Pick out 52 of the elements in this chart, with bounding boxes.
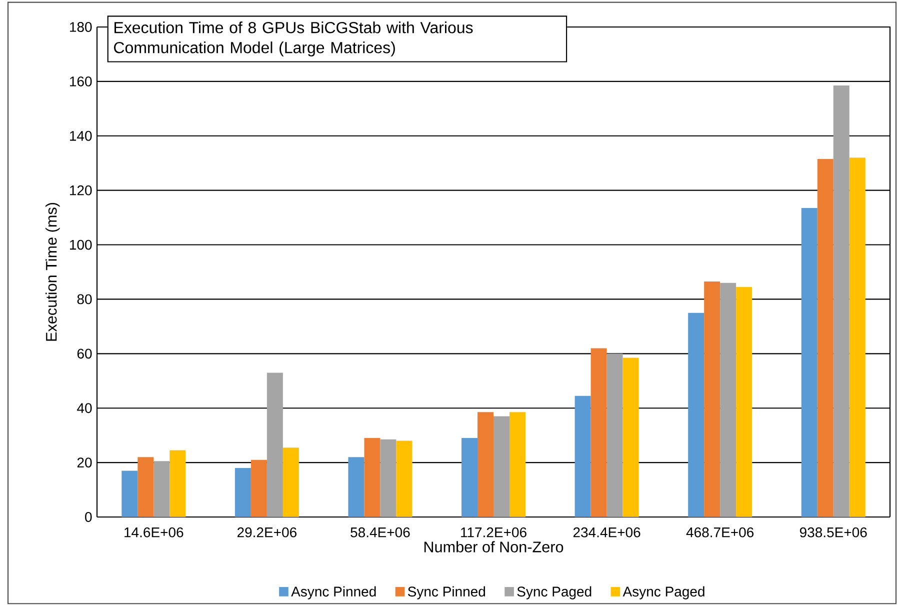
bar (720, 282, 736, 517)
y-tick-label: 0 (85, 512, 92, 522)
x-tick-label: 14.6E+06 (124, 527, 184, 538)
bar (510, 412, 526, 517)
bar (817, 159, 834, 517)
y-tick-label: 20 (77, 458, 92, 468)
bar (462, 438, 478, 517)
bar (590, 348, 607, 517)
x-axis-title: Number of Non-Zero (424, 541, 564, 552)
legend-label: Async Pinned (291, 586, 376, 600)
legend-label: Sync Paged (517, 586, 592, 600)
bar (250, 460, 267, 517)
y-tick-label: 80 (77, 294, 92, 304)
bar (494, 416, 510, 517)
x-tick-label: 938.5E+06 (800, 527, 867, 538)
bar (622, 358, 639, 517)
bar (606, 354, 623, 517)
x-tick-label: 58.4E+06 (350, 527, 410, 538)
y-axis-title: Execution Time (ms) (46, 202, 60, 341)
bar (574, 396, 591, 517)
y-tick-label: 100 (70, 240, 92, 250)
bar (478, 412, 494, 517)
x-tick-label: 29.2E+06 (237, 527, 296, 538)
bar (170, 450, 186, 517)
bar (138, 457, 154, 517)
bar (380, 439, 396, 517)
x-tick-label: 234.4E+06 (573, 527, 640, 538)
bar (364, 438, 380, 517)
y-tick-label: 120 (70, 185, 92, 196)
bar (736, 286, 752, 517)
legend-label: Async Paged (622, 586, 704, 600)
chart-title: Execution Time of 8 GPUs BiCGStab with Various Communication Model (Large Matrices) (114, 22, 473, 56)
y-tick-label: 160 (70, 76, 92, 86)
bar (801, 208, 818, 517)
bar (282, 448, 299, 517)
x-tick-label: 468.7E+06 (686, 527, 754, 538)
y-tick-label: 180 (70, 22, 92, 32)
bar (849, 158, 866, 517)
bar (266, 372, 283, 517)
bar (396, 440, 412, 517)
x-tick-label: 117.2E+06 (461, 527, 526, 538)
y-tick-label: 140 (70, 130, 92, 141)
legend-label: Sync Pinned (408, 586, 486, 600)
bar (833, 86, 850, 517)
bar (122, 470, 138, 517)
y-tick-label: 60 (77, 348, 92, 359)
bar (704, 282, 720, 517)
bar (154, 461, 170, 517)
bar (234, 468, 251, 517)
bar (688, 312, 704, 517)
y-tick-label: 40 (77, 403, 92, 414)
bar (348, 457, 364, 517)
